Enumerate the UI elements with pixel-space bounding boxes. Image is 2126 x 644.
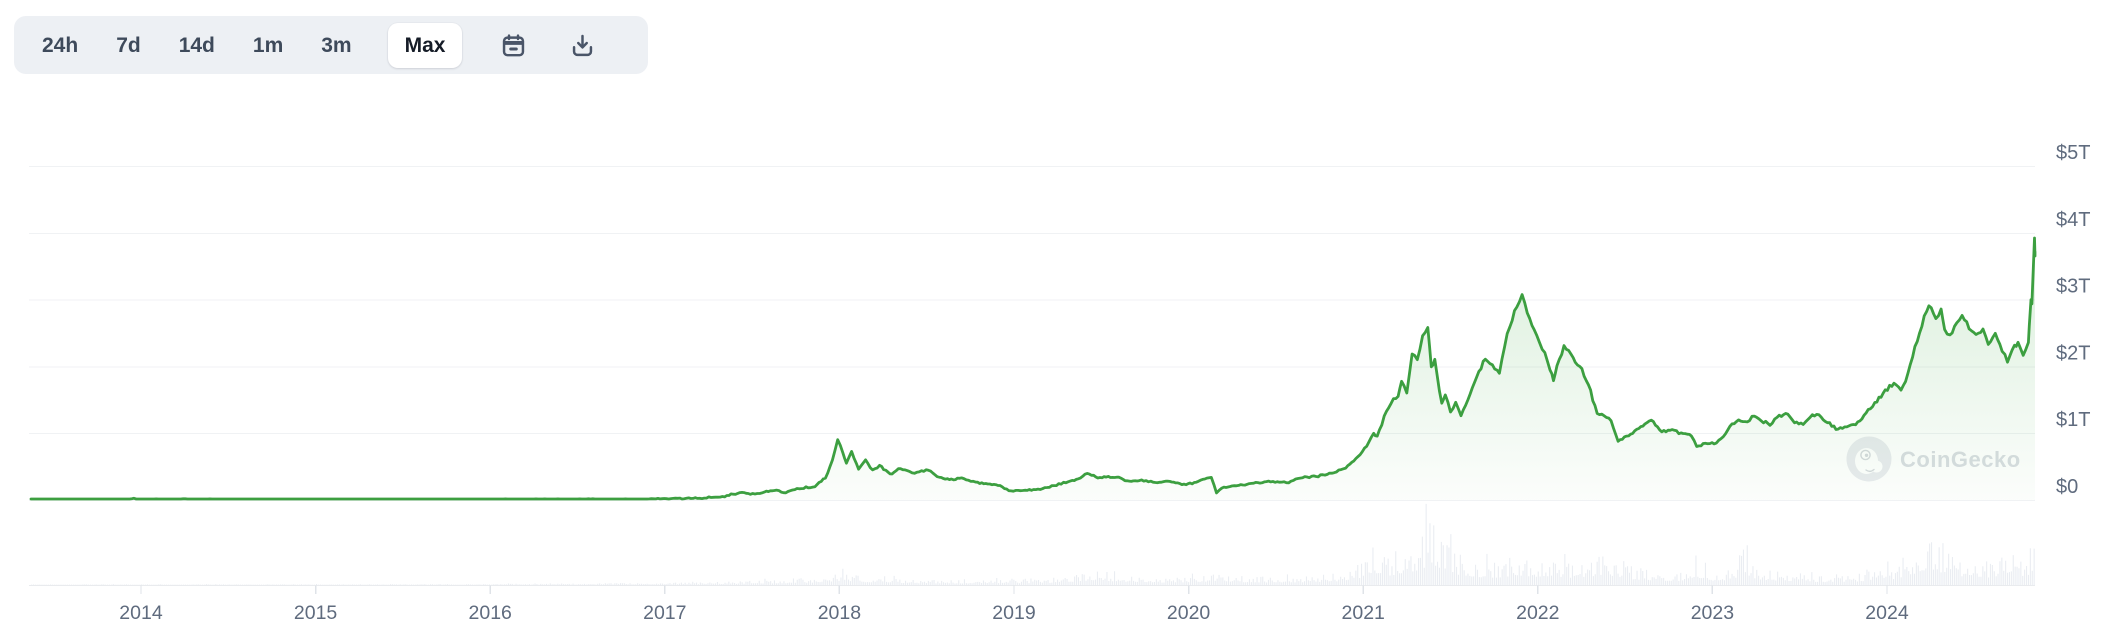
range-24h-button[interactable]: 24h — [40, 29, 80, 62]
axes: $0 $1T $2T $3T $4T $5T 2014 2015 2016 2017 2018 201… — [29, 142, 2090, 624]
calendar-button[interactable] — [496, 28, 531, 63]
range-max-button[interactable]: Max — [387, 22, 463, 68]
x-axis-label: 2023 — [1691, 602, 1734, 624]
calendar-icon — [500, 32, 527, 59]
range-1m-button[interactable]: 1m — [251, 29, 285, 62]
range-toolbar: 24h 7d 14d 1m 3m Max — [14, 16, 648, 74]
y-axis-label: $2T — [2056, 342, 2090, 364]
price-series — [29, 236, 2037, 501]
download-button[interactable] — [565, 28, 600, 63]
range-3m-button[interactable]: 3m — [319, 29, 353, 62]
x-axis-label: 2016 — [469, 602, 512, 624]
y-axis-label: $0 — [2056, 476, 2078, 498]
y-axis-label: $5T — [2056, 142, 2090, 164]
x-axis-label: 2017 — [643, 602, 686, 624]
x-axis-label: 2019 — [992, 602, 1035, 624]
y-axis-label: $4T — [2056, 209, 2090, 231]
volume-bars — [31, 503, 2035, 585]
x-axis-label: 2022 — [1516, 602, 1559, 624]
x-axis-label: 2021 — [1342, 602, 1385, 624]
y-axis-label: $3T — [2056, 276, 2090, 298]
x-axis-label: 2024 — [1865, 602, 1909, 624]
range-7d-button[interactable]: 7d — [114, 29, 143, 62]
x-axis-label: 2020 — [1167, 602, 1211, 624]
download-icon — [569, 32, 596, 59]
y-axis-label: $1T — [2056, 409, 2090, 431]
gridlines — [29, 166, 2035, 501]
x-axis-label: 2014 — [119, 602, 163, 624]
range-buttons: 24h 7d 14d 1m 3m Max — [40, 22, 463, 68]
price-line — [29, 236, 2037, 501]
range-14d-button[interactable]: 14d — [177, 29, 217, 62]
x-axis-label: 2015 — [294, 602, 338, 624]
volume-bar-path — [31, 503, 2035, 585]
x-axis-label: 2018 — [818, 602, 861, 624]
price-area — [31, 238, 2035, 500]
